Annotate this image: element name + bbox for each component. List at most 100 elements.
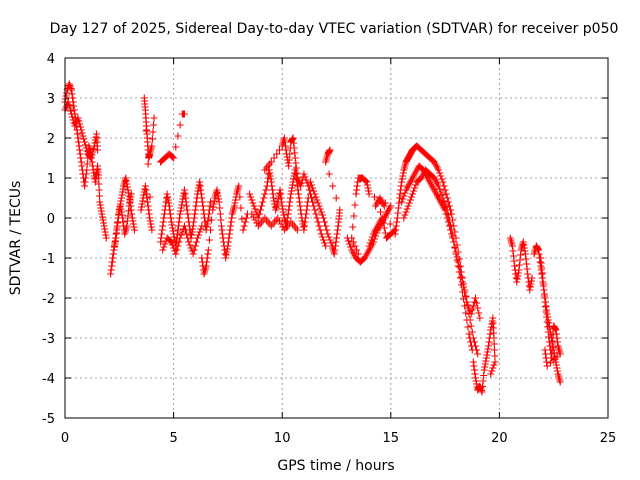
data-point-plus: [148, 226, 156, 234]
data-point-plus: [344, 237, 352, 245]
data-point-plus: [314, 218, 322, 226]
data-point-plus: [404, 202, 412, 210]
data-point-plus: [313, 214, 321, 222]
y-tick-label: 0: [47, 212, 55, 227]
data-point-plus: [95, 174, 103, 182]
data-point-plus: [366, 239, 374, 247]
data-point-plus: [78, 129, 86, 137]
grid-lines: [65, 58, 608, 418]
data-point-plus: [174, 132, 182, 140]
data-point-plus: [473, 299, 481, 307]
data-point-plus: [472, 294, 480, 302]
data-point-plus: [324, 230, 332, 238]
data-point-plus: [76, 120, 84, 128]
data-point-plus: [68, 110, 76, 118]
data-point-plus: [380, 202, 388, 210]
data-point-plus: [403, 205, 411, 213]
data-point-plus: [491, 352, 499, 360]
data-point-plus: [379, 219, 387, 227]
data-point-plus: [326, 236, 334, 244]
data-point-plus: [159, 246, 167, 254]
data-point-plus: [454, 262, 462, 270]
data-point-plus: [236, 193, 244, 201]
data-point-plus: [146, 193, 154, 201]
data-point-plus: [465, 330, 473, 338]
data-point-plus: [387, 202, 395, 210]
data-point-plus: [190, 246, 198, 254]
data-point-plus: [68, 113, 76, 121]
data-point-plus: [541, 346, 549, 354]
data-point-plus: [464, 301, 472, 309]
data-point-plus: [458, 278, 466, 286]
data-point-plus: [314, 199, 322, 207]
data-point-plus: [316, 205, 324, 213]
y-tick-labels: -5 -4 -3 -2 -1 0 1 2 3 4: [42, 52, 55, 427]
data-point-plus: [248, 210, 256, 218]
data-point-plus: [170, 154, 178, 162]
data-point-plus: [474, 350, 482, 358]
y-tick-label: -4: [42, 372, 55, 387]
data-point-plus: [246, 190, 254, 198]
data-point-plus: [312, 193, 320, 201]
data-point-plus: [365, 242, 373, 250]
data-point-plus: [303, 179, 311, 187]
data-point-plus: [367, 236, 375, 244]
data-point-plus: [248, 196, 256, 204]
data-point-plus: [490, 340, 498, 348]
data-point-plus: [402, 208, 410, 216]
data-point-plus: [311, 206, 319, 214]
data-point-plus: [325, 170, 333, 178]
data-point-plus: [182, 226, 190, 234]
data-point-plus: [255, 210, 263, 218]
data-point-plus: [275, 217, 283, 225]
data-point-plus: [323, 226, 331, 234]
data-point-plus: [196, 228, 204, 236]
data-point-plus: [75, 117, 83, 125]
data-point-plus: [336, 206, 344, 214]
y-axis-label: SDTVAR / TECUs: [8, 181, 24, 296]
data-point-plus: [437, 188, 445, 196]
x-tick-label: 25: [600, 431, 617, 446]
data-point-plus: [67, 107, 75, 115]
data-point-plus: [191, 242, 199, 250]
data-point-plus: [81, 141, 89, 149]
data-point-plus: [539, 280, 547, 288]
data-point-plus: [353, 246, 361, 254]
data-point-plus: [435, 182, 443, 190]
x-tick-label: 10: [274, 431, 291, 446]
data-point-plus: [215, 198, 223, 206]
y-tick-label: -3: [42, 332, 55, 347]
data-point-plus: [405, 199, 413, 207]
data-point-plus: [539, 274, 547, 282]
data-point-plus: [409, 190, 417, 198]
data-point-plus: [441, 186, 449, 194]
data-point-plus: [242, 214, 250, 222]
data-point-plus: [90, 145, 98, 153]
data-point-plus: [436, 169, 444, 177]
x-axis-label: GPS time / hours: [277, 458, 394, 474]
data-point-plus: [197, 225, 205, 233]
data-point-plus: [463, 316, 471, 324]
data-point-plus: [308, 194, 316, 202]
data-point-plus: [185, 238, 193, 246]
data-point-plus: [386, 220, 394, 228]
data-point-plus: [406, 196, 414, 204]
data-point-plus: [297, 182, 305, 190]
data-point-plus: [490, 334, 498, 342]
data-point-plus: [556, 350, 564, 358]
data-point-plus: [235, 182, 243, 190]
data-point-plus: [310, 187, 318, 195]
data-point-plus: [239, 226, 247, 234]
data-point-plus: [279, 223, 287, 231]
data-point-plus: [285, 156, 293, 164]
data-point-plus: [87, 154, 95, 162]
data-point-plus: [400, 214, 408, 222]
data-point-plus: [247, 193, 255, 201]
y-tick-label: 4: [47, 52, 55, 67]
data-point-plus: [467, 338, 475, 346]
data-point-plus: [399, 195, 407, 203]
data-point-plus: [316, 226, 324, 234]
data-point-plus: [250, 202, 258, 210]
data-point-plus: [83, 147, 91, 155]
x-tick-labels: 0 5 10 15 20 25: [61, 431, 616, 446]
